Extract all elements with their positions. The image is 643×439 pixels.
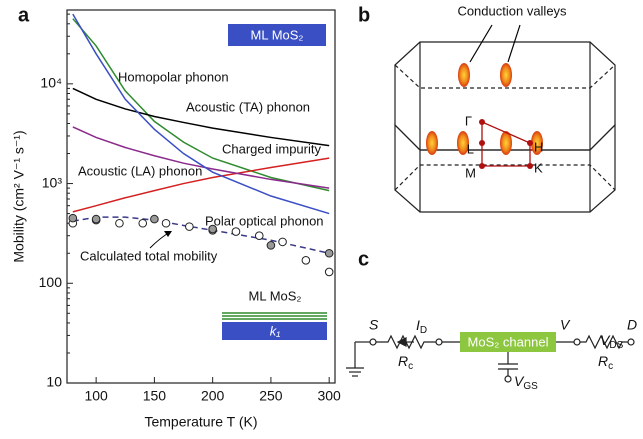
data-point	[266, 241, 276, 250]
point-label: Γ	[465, 113, 472, 128]
drain-label: D	[627, 317, 637, 333]
series-label: Polar optical phonon	[205, 213, 324, 228]
chart: 10 100 10³ 10⁴ 100 150 200 250 300 Temperature T …	[11, 9, 341, 430]
badge: ML MoS₂	[251, 27, 304, 42]
data-point	[324, 267, 334, 277]
panel-label: b	[358, 4, 370, 26]
series-line	[72, 18, 330, 192]
y-axis-label: Mobility (cm² V⁻¹ s⁻¹)	[11, 130, 27, 262]
main: V	[600, 332, 611, 348]
point-label: L	[467, 141, 474, 156]
valleys	[426, 63, 543, 169]
main: R	[398, 353, 408, 369]
series-line	[72, 126, 330, 189]
channel-label: MoS₂ channel	[468, 334, 549, 349]
sub: D	[420, 325, 427, 336]
series-label: Acoustic (LA) phonon	[78, 163, 202, 178]
vgs-label: VGS	[514, 373, 538, 392]
main: R	[598, 353, 608, 369]
x-tick-label: 150	[143, 388, 167, 404]
data-point	[231, 227, 241, 236]
resistor-label: Rc	[398, 353, 413, 372]
point-label: H	[534, 139, 543, 154]
data-point	[324, 248, 334, 258]
x-axis-label: Temperature T (K)	[144, 414, 257, 430]
y-tick-label: 10	[46, 374, 62, 390]
sub: c	[408, 361, 413, 372]
data-point	[115, 218, 124, 228]
current-label: ID	[416, 317, 427, 336]
data-point	[254, 231, 264, 240]
sub: c	[608, 361, 613, 372]
panel-label: a	[18, 4, 30, 26]
main: I	[416, 317, 420, 333]
sub: DS	[609, 340, 623, 351]
source-label: S	[369, 317, 379, 333]
resistor-label: Rc	[598, 353, 613, 372]
data-point	[91, 214, 101, 224]
series-label: Homopolar phonon	[118, 69, 229, 84]
layer-label: ML MoS₂	[249, 288, 302, 303]
data-point	[301, 255, 311, 265]
plot-area	[68, 13, 334, 277]
data-point	[68, 213, 78, 223]
x-tick-label: 250	[259, 388, 283, 404]
y-tick-label: 10⁴	[40, 75, 62, 91]
plot-frame	[66, 9, 336, 384]
y-tick-label: 100	[39, 274, 63, 290]
data-point	[208, 224, 217, 234]
series-line	[72, 157, 330, 213]
panel-label: c	[358, 248, 369, 270]
circuit	[346, 332, 635, 383]
data-point	[278, 237, 287, 247]
brillouin-zone	[394, 24, 616, 213]
series-label: Acoustic (TA) phonon	[186, 99, 310, 114]
series-label: Calculated total mobility	[80, 248, 218, 263]
x-tick-label: 100	[84, 388, 108, 404]
arrow-head	[164, 231, 172, 237]
x-tick-label: 200	[201, 388, 225, 404]
series-line	[72, 87, 330, 147]
x-tick-label: 300	[317, 388, 341, 404]
voltage-label: V	[560, 317, 571, 333]
series-line	[72, 13, 330, 215]
main: V	[514, 373, 525, 389]
data-point	[185, 222, 194, 231]
layer-bar	[222, 322, 327, 340]
series-label: Charged impurity	[222, 141, 321, 156]
badge-box	[228, 24, 326, 46]
point-label: K	[534, 160, 543, 175]
data-point	[161, 218, 171, 228]
diagram-title: Conduction valleys	[457, 3, 567, 18]
sub: GS	[523, 381, 538, 392]
point-label: M	[465, 165, 476, 180]
layer-k: k₁	[270, 323, 281, 338]
vds-label: VDS	[600, 332, 624, 351]
y-tick-label: 10³	[42, 174, 63, 190]
data-point	[138, 218, 148, 228]
data-point	[150, 214, 159, 224]
